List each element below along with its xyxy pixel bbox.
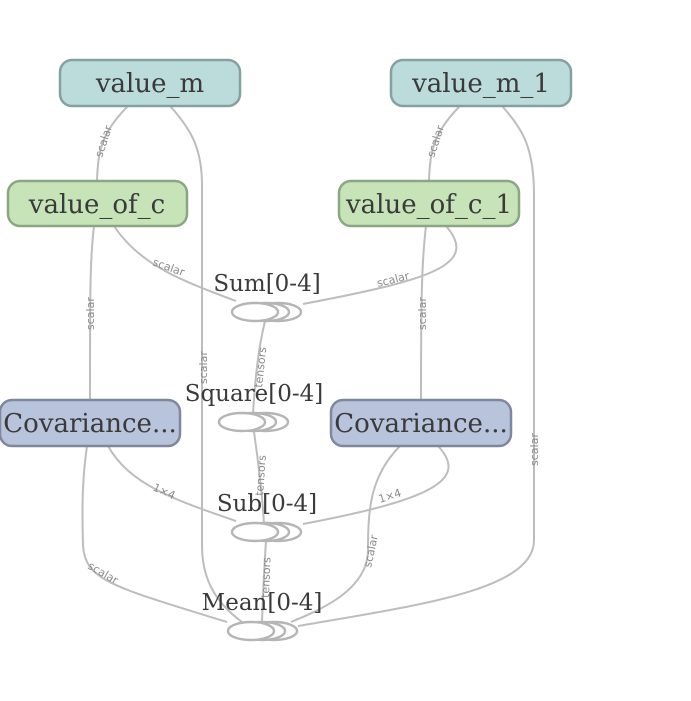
edge-covariance-right-to-mean (290, 445, 401, 623)
node-value-of-c-label: value_of_c (28, 190, 165, 220)
edge-value-of-c-1-to-covariance-right (420, 225, 427, 401)
edge-label-value-m-to-mean: scalar (197, 351, 210, 384)
edge-covariance-left-to-mean (81, 445, 228, 623)
op-square-label: Square[0-4] (185, 381, 324, 407)
edge-label-value-of-c-1-to-covariance-right: scalar (416, 297, 429, 330)
op-sub[interactable]: Sub[0-4] (217, 491, 317, 543)
op-mean[interactable]: Mean[0-4] (202, 590, 323, 642)
edge-value-of-c-to-sum (113, 225, 237, 302)
node-value-m-1-label: value_m_1 (411, 69, 550, 99)
edge-sub-to-mean (261, 540, 267, 623)
node-covariance-right-label: Covariance... (334, 409, 507, 439)
edge-label-value-of-c-to-sum: scalar (151, 256, 187, 280)
op-sub-label: Sub[0-4] (217, 491, 317, 517)
node-value-of-c-1-label: value_of_c_1 (345, 190, 512, 220)
node-value-m-label: value_m (95, 69, 204, 99)
node-value-m-1[interactable]: value_m_1 (389, 58, 573, 108)
edge-value-m-to-value-of-c (96, 105, 129, 182)
edge-label-sub-to-mean: tensors (259, 557, 273, 598)
edge-label-covariance-left-to-sub: 1×4 (151, 481, 177, 502)
edge-label-value-of-c-to-covariance-left: scalar (84, 297, 97, 330)
edge-label-covariance-right-to-sub: 1×4 (377, 486, 403, 506)
op-sum[interactable]: Sum[0-4] (213, 271, 321, 323)
edge-value-m-1-to-mean (297, 105, 535, 627)
edge-label-value-m-1-to-value-of-c-1: scalar (424, 123, 447, 159)
edge-label-value-m-1-to-mean: scalar (528, 433, 541, 466)
op-sum-label: Sum[0-4] (213, 271, 320, 297)
edge-value-of-c-1-to-sum (302, 225, 458, 305)
node-value-m[interactable]: value_m (58, 58, 242, 108)
op-sub-ring-1 (230, 521, 280, 543)
node-covariance-left[interactable]: Covariance... (0, 398, 182, 448)
node-value-of-c-1[interactable]: value_of_c_1 (337, 179, 521, 228)
edge-value-m-to-mean (169, 105, 243, 623)
node-covariance-right[interactable]: Covariance... (329, 398, 513, 448)
op-mean-ring-1 (226, 620, 276, 642)
edge-label-covariance-right-to-mean: scalar (361, 533, 381, 568)
op-square[interactable]: Square[0-4] (185, 381, 324, 433)
edge-square-to-sub (253, 431, 265, 525)
node-value-of-c[interactable]: value_of_c (6, 179, 189, 228)
edge-label-value-of-c-1-to-sum: scalar (376, 269, 411, 290)
edges (81, 105, 535, 627)
edge-label-square-to-sub: tensors (253, 454, 269, 496)
op-sum-ring-1 (230, 301, 280, 323)
edge-label-covariance-left-to-mean: scalar (86, 559, 121, 587)
edge-value-m-1-to-value-of-c-1 (428, 105, 461, 182)
op-square-ring-1 (217, 411, 267, 433)
edge-covariance-left-to-sub (107, 445, 237, 522)
edge-value-of-c-to-covariance-left (89, 225, 95, 401)
edge-label-sum-to-square: tensors (252, 346, 269, 388)
op-mean-label: Mean[0-4] (202, 590, 323, 616)
node-covariance-left-label: Covariance... (3, 409, 176, 439)
edge-sum-to-square (252, 320, 266, 415)
edge-label-value-m-to-value-of-c: scalar (92, 123, 115, 159)
edge-covariance-right-to-sub (302, 445, 450, 525)
